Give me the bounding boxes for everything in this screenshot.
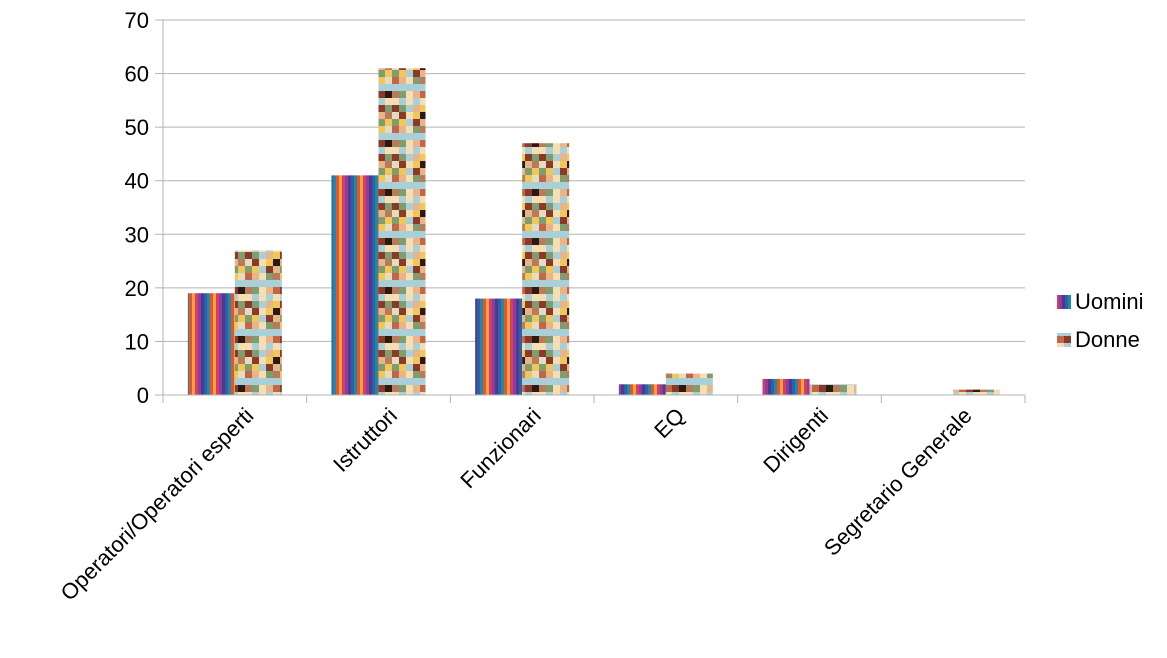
bar-uomini — [618, 384, 666, 395]
y-tick-label: 70 — [125, 8, 149, 33]
y-tick-label: 0 — [137, 383, 149, 408]
y-tick-label: 20 — [125, 276, 149, 301]
legend-swatch — [1057, 333, 1071, 347]
y-tick-label: 50 — [125, 115, 149, 140]
bar-uomini — [762, 378, 810, 395]
y-tick-label: 40 — [125, 169, 149, 194]
bar-donne — [378, 68, 426, 395]
bar-donne — [953, 389, 1001, 395]
x-category-label: Funzionari — [455, 403, 545, 493]
x-category-label: Operatori/Operatori esperti — [56, 403, 259, 606]
bar-donne — [234, 250, 282, 395]
bar-donne — [522, 143, 570, 395]
bars — [187, 68, 1001, 395]
bar-uomini — [187, 293, 235, 395]
x-category-label: Dirigenti — [758, 403, 833, 478]
y-tick-label: 30 — [125, 222, 149, 247]
x-category-label: Istruttori — [328, 403, 402, 477]
gridlines — [163, 19, 1025, 396]
bar-uomini — [331, 175, 379, 395]
x-category-label: EQ — [649, 403, 689, 443]
bar-donne — [809, 384, 857, 395]
legend-label: Donne — [1075, 327, 1140, 352]
legend: Uomini Donne — [1057, 289, 1143, 352]
bar-uomini — [475, 298, 523, 395]
x-category-label: Segretario Generale — [819, 403, 977, 561]
legend-label: Uomini — [1075, 289, 1143, 314]
y-tick-label: 10 — [125, 329, 149, 354]
y-tick-label: 60 — [125, 62, 149, 87]
legend-swatch — [1057, 295, 1071, 309]
bar-donne — [665, 373, 713, 395]
